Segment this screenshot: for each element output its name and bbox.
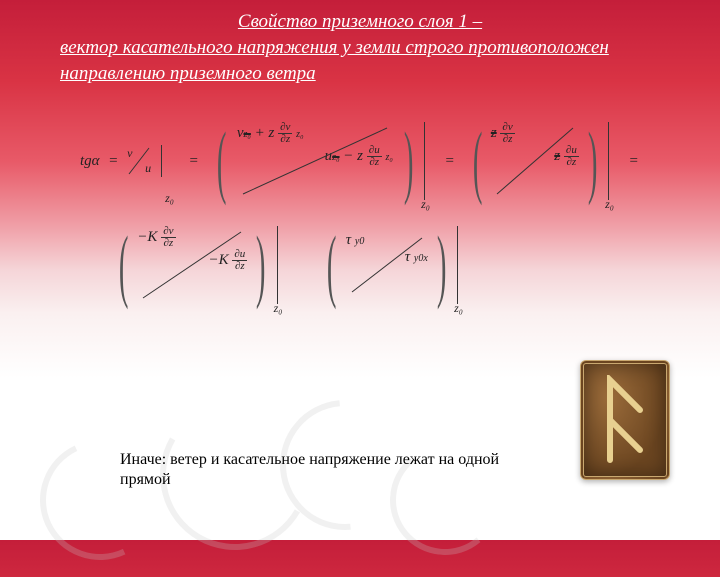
block1-denominator: uz₀ − z ∂u∂z z₀	[235, 145, 395, 168]
block2-numerator: z ∂v∂z	[491, 122, 579, 145]
subscript-z0: z₀	[421, 197, 430, 212]
slide-content: Свойство приземного слоя 1 – вектор каса…	[0, 0, 720, 304]
block1-numerator: vz₀ + z ∂v∂z z₀	[235, 122, 395, 145]
formula-row-2: ( −K ∂v∂z −K ∂u∂z ) z₀ (	[80, 226, 640, 304]
slide-title: Свойство приземного слоя 1 –	[60, 12, 660, 33]
frac-block-1: vz₀ + z ∂v∂z z₀ uz₀ − z ∂u∂z z₀	[235, 122, 395, 200]
partial-z: ∂z	[233, 261, 247, 272]
right-paren: )	[588, 128, 598, 194]
dudz: ∂u∂z	[564, 145, 579, 168]
frac-block-4: τ y0 τ y0x	[346, 232, 428, 298]
equals-sign: =	[188, 153, 200, 170]
block4-denominator: τ y0x	[346, 249, 428, 266]
sym-minus-k: −K	[137, 229, 157, 245]
formula-region: tgα = v u z₀ = ( vz₀ + z ∂v∂z z₀	[60, 122, 660, 304]
partial-z: ∂z	[367, 157, 381, 168]
eval-bar	[424, 122, 425, 200]
dudz: ∂u∂z	[232, 249, 247, 272]
bracket-block-4: ( τ y0 τ y0x ) z₀	[318, 226, 468, 304]
dvdz: ∂v∂z	[161, 226, 175, 249]
decorative-swirl	[23, 423, 177, 577]
right-paren: )	[404, 128, 414, 194]
formula-row-1: tgα = v u z₀ = ( vz₀ + z ∂v∂z z₀	[80, 122, 640, 200]
sub-y0x: y0x	[414, 253, 428, 264]
eval-bar	[161, 145, 162, 177]
slide-subtitle: вектор касательного напряжения у земли с…	[60, 35, 660, 88]
sym-v: v	[237, 125, 244, 141]
sym-tau: τ	[346, 232, 351, 248]
block3-denominator: −K ∂u∂z	[137, 249, 247, 272]
left-paren: (	[327, 232, 337, 298]
block2-denominator: z ∂u∂z	[491, 145, 579, 168]
right-paren: )	[437, 232, 447, 298]
eval-bar	[608, 122, 609, 200]
equals-sign: =	[628, 153, 640, 170]
frac-v-over-u: v u	[127, 146, 151, 176]
sym-tau: τ	[405, 249, 410, 265]
frac-block-2: z ∂v∂z z ∂u∂z	[491, 122, 579, 200]
sym-z-strike: z	[554, 148, 560, 164]
frac-block-3: −K ∂v∂z −K ∂u∂z	[137, 226, 247, 304]
left-paren: (	[472, 128, 482, 194]
sym-minus-k: −K	[208, 252, 228, 268]
subscript-z0: z₀	[165, 191, 174, 206]
eval-bar	[277, 226, 278, 304]
subscript-z0: z₀	[454, 301, 463, 316]
partial-z: ∂z	[565, 157, 579, 168]
dvdz: ∂v∂z	[500, 122, 514, 145]
sym-z0-strike: z₀	[332, 152, 339, 163]
sym-z-strike: z	[491, 125, 497, 141]
eval-bar	[457, 226, 458, 304]
partial-z: ∂z	[278, 134, 292, 145]
partial-z: ∂z	[162, 238, 176, 249]
frac-den-u: u	[127, 161, 151, 176]
sym-z0-strike: z₀	[244, 129, 251, 140]
bracket-block-2: ( z ∂v∂z z ∂u∂z ) z₀	[464, 122, 620, 200]
footnote-text: Иначе: ветер и касательное напряжение ле…	[120, 450, 500, 490]
equals-sign: =	[107, 153, 119, 170]
left-paren: (	[119, 232, 129, 298]
sub-z0: z₀	[296, 129, 303, 140]
block3-numerator: −K ∂v∂z	[137, 226, 247, 249]
subscript-z0: z₀	[274, 301, 283, 316]
frac-num-v: v	[127, 146, 151, 161]
subscript-z0: z₀	[605, 197, 614, 212]
sub-y0: y0	[355, 236, 364, 247]
sym-plus-z: + z	[255, 125, 275, 141]
dvdz: ∂v∂z	[278, 122, 292, 145]
bracket-block-1: ( vz₀ + z ∂v∂z z₀ uz₀ − z ∂u∂z z₀	[208, 122, 436, 200]
equals-sign: =	[444, 153, 456, 170]
sub-z0: z₀	[385, 152, 392, 163]
right-paren: )	[256, 232, 266, 298]
dudz: ∂u∂z	[367, 145, 382, 168]
bracket-block-3: ( −K ∂v∂z −K ∂u∂z ) z₀	[110, 226, 288, 304]
left-paren: (	[216, 128, 226, 194]
partial-z: ∂z	[501, 134, 515, 145]
sym-minus-z: − z	[343, 148, 363, 164]
block4-numerator: τ y0	[346, 232, 428, 249]
rune-decor-tile	[580, 360, 670, 480]
lhs-tg-alpha: tgα	[80, 153, 100, 170]
